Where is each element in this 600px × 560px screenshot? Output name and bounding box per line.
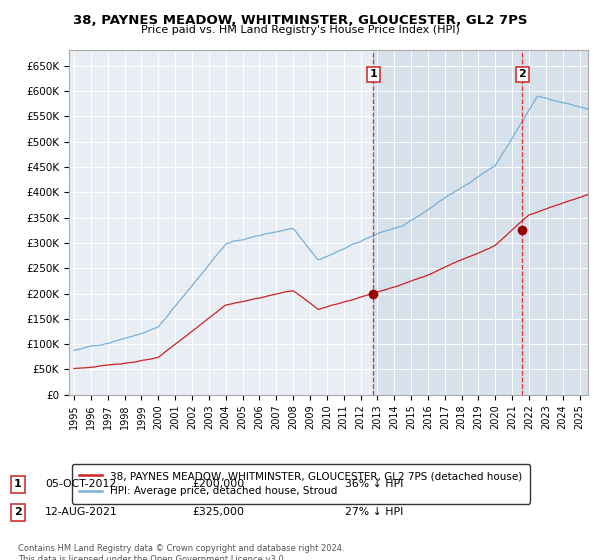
Text: £325,000: £325,000 <box>192 507 244 517</box>
Legend: 38, PAYNES MEADOW, WHITMINSTER, GLOUCESTER, GL2 7PS (detached house), HPI: Avera: 38, PAYNES MEADOW, WHITMINSTER, GLOUCEST… <box>71 464 530 503</box>
Text: 1: 1 <box>14 479 22 489</box>
Text: £200,000: £200,000 <box>192 479 244 489</box>
Text: 05-OCT-2012: 05-OCT-2012 <box>45 479 116 489</box>
Text: 27% ↓ HPI: 27% ↓ HPI <box>345 507 403 517</box>
Text: 12-AUG-2021: 12-AUG-2021 <box>45 507 118 517</box>
Text: 38, PAYNES MEADOW, WHITMINSTER, GLOUCESTER, GL2 7PS: 38, PAYNES MEADOW, WHITMINSTER, GLOUCEST… <box>73 14 527 27</box>
Text: 2: 2 <box>518 69 526 80</box>
Text: Contains HM Land Registry data © Crown copyright and database right 2024.
This d: Contains HM Land Registry data © Crown c… <box>18 544 344 560</box>
Bar <box>373 50 522 395</box>
Text: 2: 2 <box>14 507 22 517</box>
Bar <box>522 50 588 395</box>
Text: 36% ↓ HPI: 36% ↓ HPI <box>345 479 403 489</box>
Text: 1: 1 <box>369 69 377 80</box>
Text: Price paid vs. HM Land Registry's House Price Index (HPI): Price paid vs. HM Land Registry's House … <box>140 25 460 35</box>
